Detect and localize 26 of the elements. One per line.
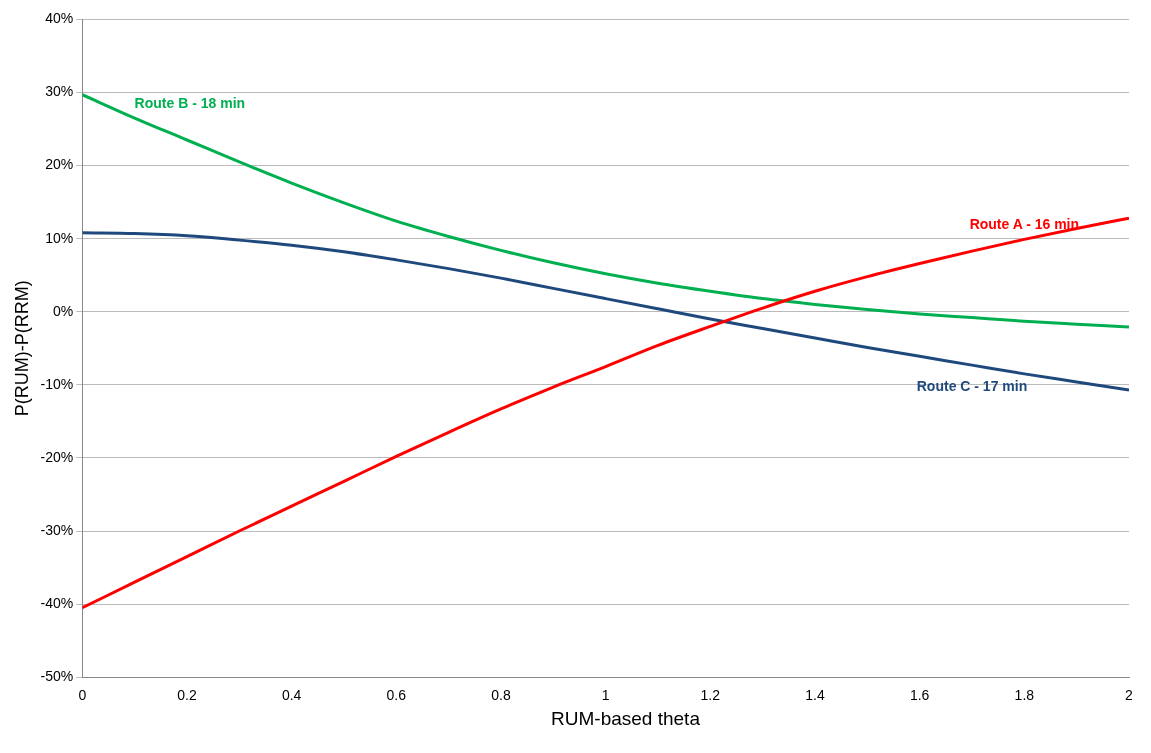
y-tick-label: 30% xyxy=(45,83,74,100)
x-tick-label: 1.8 xyxy=(1014,687,1035,704)
x-tick-label: 0.2 xyxy=(177,687,197,704)
y-tick-label: -30% xyxy=(40,521,74,538)
y-tick-label: -10% xyxy=(40,375,74,392)
x-axis-title: RUM-based theta xyxy=(550,708,701,730)
x-tick-label: 1 xyxy=(601,687,610,704)
x-tick-label: 2 xyxy=(1125,687,1134,704)
x-tick-label: 1.2 xyxy=(700,687,721,704)
y-tick-label: -50% xyxy=(40,668,74,685)
y-tick-label: -20% xyxy=(40,448,74,465)
y-tick-label: 0% xyxy=(53,302,74,319)
series-label: Route C - 17 min xyxy=(916,377,1028,394)
series-label: Route A - 16 min xyxy=(969,216,1080,233)
y-tick-label: -40% xyxy=(40,594,74,611)
x-tick-label: 1.4 xyxy=(805,687,825,704)
x-tick-label: 1.6 xyxy=(909,687,930,704)
y-tick-label: 20% xyxy=(45,156,74,173)
x-tick-label: 0.6 xyxy=(386,687,407,704)
x-tick-label: 0 xyxy=(78,687,87,704)
y-tick-label: 10% xyxy=(45,229,74,246)
y-axis-title: P(RUM)-P(RRM) xyxy=(11,280,32,417)
series-label: Route B - 18 min xyxy=(134,94,246,111)
x-tick-label: 0.8 xyxy=(491,687,511,704)
y-tick-label: 40% xyxy=(45,10,74,27)
x-tick-label: 0.4 xyxy=(281,687,302,704)
